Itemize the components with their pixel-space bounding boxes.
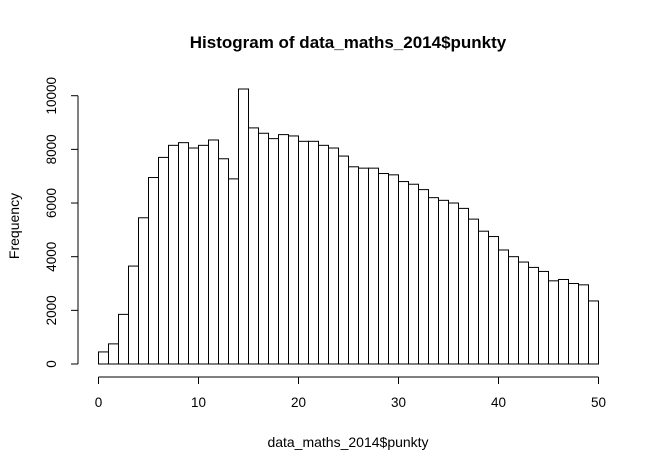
y-tick-label: 4000 [44, 242, 59, 272]
histogram-bar [208, 139, 219, 365]
x-tick-label: 50 [591, 395, 606, 410]
y-axis-label: Frequency [6, 193, 22, 259]
chart-title: Histogram of data_maths_2014$punkty [190, 33, 507, 52]
histogram-bar [418, 189, 429, 365]
histogram-bar [258, 132, 269, 365]
x-tick-label: 40 [491, 395, 506, 410]
histogram-bar [588, 300, 599, 365]
histogram-bar [328, 147, 339, 365]
histogram-bar [538, 270, 549, 365]
histogram-bar [128, 265, 139, 365]
y-tick-label: 0 [44, 360, 59, 368]
histogram-bar [178, 142, 189, 365]
histogram-bar [348, 166, 359, 365]
histogram-bar [468, 218, 479, 365]
histogram-bar [298, 140, 309, 365]
histogram-bar [168, 144, 179, 365]
histogram-bar [148, 177, 159, 365]
y-axis: 0 2000 4000 6000 8000 10000 [44, 77, 79, 368]
y-tick-label: 2000 [44, 295, 59, 325]
histogram-bar [118, 313, 129, 365]
y-tick-label: 10000 [44, 77, 59, 115]
bars-group [98, 88, 599, 365]
histogram-bar [578, 284, 589, 365]
histogram-bar [248, 127, 259, 365]
histogram-bar [378, 173, 389, 365]
x-tick-label: 30 [391, 395, 406, 410]
histogram-bar [568, 283, 579, 365]
histogram-bar [358, 167, 369, 365]
histogram-bar [268, 138, 279, 365]
x-axis: 0 10 20 30 40 50 [95, 376, 606, 410]
histogram-bar [138, 217, 149, 365]
histogram-bar [238, 88, 249, 365]
histogram-bar [188, 147, 199, 365]
histogram-bar [218, 158, 229, 365]
histogram-bar [518, 261, 529, 365]
histogram-bar [408, 183, 419, 365]
histogram-bar [368, 167, 379, 365]
histogram-bar [488, 236, 499, 365]
histogram-bar [558, 278, 569, 365]
histogram-bar [108, 343, 119, 365]
histogram-bar [458, 207, 469, 365]
histogram-bar [288, 135, 299, 365]
histogram-bar [308, 140, 319, 365]
histogram-bar [198, 144, 209, 365]
histogram-bar [228, 178, 239, 365]
histogram-bar [428, 197, 439, 365]
histogram-bar [158, 156, 169, 365]
histogram-bar [98, 351, 109, 365]
histogram-bar [338, 155, 349, 365]
histogram-bar [448, 202, 459, 365]
histogram-bar [508, 256, 519, 365]
y-tick-label: 6000 [44, 188, 59, 218]
histogram-bar [528, 266, 539, 365]
histogram-bar [498, 249, 509, 365]
histogram-bar [318, 144, 329, 365]
histogram-bar [478, 230, 489, 365]
histogram-bar [388, 174, 399, 365]
y-tick-label: 8000 [44, 134, 59, 164]
x-tick-label: 10 [191, 395, 206, 410]
histogram-bar [548, 280, 559, 365]
histogram-bar [398, 181, 409, 365]
x-tick-label: 20 [291, 395, 306, 410]
x-axis-label: data_maths_2014$punkty [267, 434, 428, 450]
x-tick-label: 0 [95, 395, 103, 410]
histogram-bar [278, 134, 289, 365]
histogram-bar [438, 199, 449, 365]
